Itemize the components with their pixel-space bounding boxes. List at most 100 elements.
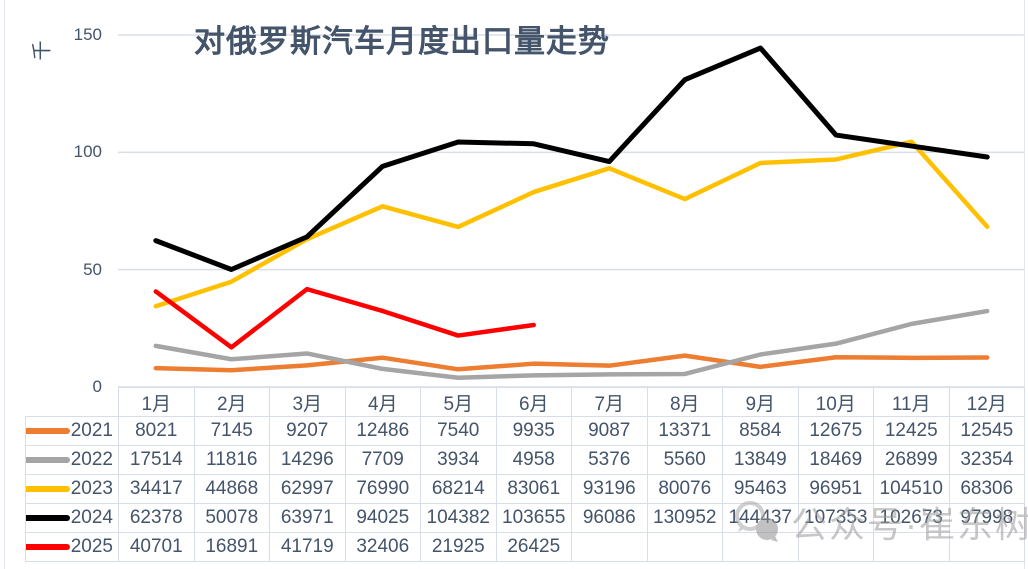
value-cell-2025-7月	[571, 532, 648, 562]
value-cell-2024-7月: 96086	[571, 503, 648, 533]
value-cell-2025-3月: 41719	[269, 532, 346, 562]
value-cell-2021-4月: 12486	[344, 416, 421, 446]
value-cell-2022-2月: 11816	[193, 445, 270, 475]
legend-swatch-2025	[26, 544, 70, 550]
value-cell-2023-4月: 76990	[344, 474, 421, 504]
table-row-2025: 2025 40701 16891 41719 32406 21925 26425	[25, 532, 1025, 562]
legend-label-2025: 2025	[70, 536, 113, 557]
y-axis-tick-150: 150	[73, 25, 102, 44]
value-cell-2021-7月: 9087	[571, 416, 648, 446]
month-header: 6月	[495, 387, 572, 417]
value-cell-2025-1月: 40701	[118, 532, 195, 562]
month-header: 12月	[948, 387, 1025, 417]
value-cell-2023-8月: 80076	[646, 474, 723, 504]
value-cell-2023-1月: 34417	[118, 474, 195, 504]
value-cell-2023-6月: 83061	[495, 474, 572, 504]
series-line-2022	[153, 308, 990, 381]
y-axis-tick-50: 50	[83, 259, 102, 279]
value-cell-2023-9月: 95463	[722, 474, 799, 504]
table-row-2021: 2021 8021 7145 9207 12486 7540 9935 9087 13371 85…	[25, 416, 1025, 446]
series-line-2024	[153, 45, 990, 272]
series-line-2023	[153, 139, 990, 309]
value-cell-2025-2月: 16891	[193, 532, 270, 562]
value-cell-2025-8月	[646, 532, 723, 562]
legend-label-2023: 2023	[70, 478, 113, 499]
legend-label-2024: 2024	[70, 507, 113, 528]
table-row-2023: 2023 34417 44868 62997 76990 68214 83061 93196 8…	[25, 474, 1025, 504]
month-header: 1月	[118, 387, 195, 417]
legend-cell-2024: 2024	[25, 503, 119, 533]
value-cell-2025-12月	[948, 532, 1025, 562]
canvas-left-border	[4, 0, 5, 569]
value-cell-2025-6月: 26425	[495, 532, 572, 562]
value-cell-2022-9月: 13849	[722, 445, 799, 475]
legend-label-2022: 2022	[70, 449, 113, 470]
value-cell-2025-9月	[722, 532, 799, 562]
value-cell-2021-3月: 9207	[269, 416, 346, 446]
value-cell-2022-7月: 5376	[571, 445, 648, 475]
value-cell-2022-4月: 7709	[344, 445, 421, 475]
value-cell-2021-1月: 8021	[118, 416, 195, 446]
value-cell-2022-1月: 17514	[118, 445, 195, 475]
value-cell-2022-12月: 32354	[948, 445, 1025, 475]
value-cell-2023-5月: 68214	[420, 474, 497, 504]
value-cell-2021-6月: 9935	[495, 416, 572, 446]
legend-cell-2021: 2021	[25, 416, 119, 446]
value-cell-2021-12月: 12545	[948, 416, 1025, 446]
value-cell-2025-11月	[873, 532, 950, 562]
value-cell-2025-10月	[797, 532, 874, 562]
chart-title: 对俄罗斯汽车月度出口量走势	[194, 24, 610, 59]
value-cell-2024-4月: 94025	[344, 503, 421, 533]
value-cell-2021-10月: 12675	[797, 416, 874, 446]
value-cell-2024-12月: 97998	[948, 503, 1025, 533]
data-table: 1月 2月 3月 4月 5月 6月 7月 8月 9月 10月 11月 12月 2021 8021 7145 9…	[25, 387, 1025, 562]
value-cell-2024-5月: 104382	[420, 503, 497, 533]
value-cell-2023-2月: 44868	[193, 474, 270, 504]
value-cell-2021-9月: 8584	[722, 416, 799, 446]
value-cell-2022-5月: 3934	[420, 445, 497, 475]
value-cell-2021-5月: 7540	[420, 416, 497, 446]
canvas-right-border	[1024, 0, 1025, 569]
series-line-2021	[153, 353, 990, 373]
month-header: 3月	[269, 387, 346, 417]
value-cell-2021-11月: 12425	[873, 416, 950, 446]
value-cell-2021-2月: 7145	[193, 416, 270, 446]
legend-swatch-2024	[26, 515, 70, 521]
value-cell-2023-7月: 93196	[571, 474, 648, 504]
legend-cell-2025: 2025	[25, 532, 119, 562]
line-chart-plot	[118, 34, 1025, 388]
legend-swatch-2023	[26, 486, 70, 492]
value-cell-2024-2月: 50078	[193, 503, 270, 533]
value-cell-2023-10月: 96951	[797, 474, 874, 504]
legend-swatch-2021	[26, 428, 70, 434]
month-header: 5月	[420, 387, 497, 417]
y-axis-tick-0: 0	[92, 377, 102, 396]
value-cell-2022-6月: 4958	[495, 445, 572, 475]
month-header: 10月	[797, 387, 874, 417]
value-cell-2021-8月: 13371	[646, 416, 723, 446]
value-cell-2022-10月: 18469	[797, 445, 874, 475]
value-cell-2022-3月: 14296	[269, 445, 346, 475]
month-header: 8月	[646, 387, 723, 417]
series-line-2025	[153, 286, 536, 350]
value-cell-2022-11月: 26899	[873, 445, 950, 475]
legend-label-2021: 2021	[70, 420, 113, 441]
y-axis-tick-100: 100	[73, 142, 102, 162]
month-header: 4月	[344, 387, 421, 417]
value-cell-2023-12月: 68306	[948, 474, 1025, 504]
table-header-row: 1月 2月 3月 4月 5月 6月 7月 8月 9月 10月 11月 12月	[26, 387, 1025, 417]
value-cell-2024-10月: 107353	[797, 503, 874, 533]
table-row-2024: 2024 62378 50078 63971 94025 104382 103655 9608…	[25, 503, 1025, 533]
value-cell-2024-8月: 130952	[646, 503, 723, 533]
value-cell-2025-5月: 21925	[420, 532, 497, 562]
value-cell-2024-11月: 102673	[873, 503, 950, 533]
value-cell-2023-3月: 62997	[269, 474, 346, 504]
legend-swatch-2022	[26, 457, 70, 463]
value-cell-2024-9月: 144437	[722, 503, 799, 533]
table-row-2022: 2022 17514 11816 14296 7709 3934 4958 5376 5560 1…	[25, 445, 1025, 475]
value-cell-2024-1月: 62378	[118, 503, 195, 533]
value-cell-2023-11月: 104510	[873, 474, 950, 504]
legend-cell-2023: 2023	[25, 474, 119, 504]
y-axis-unit-label: 千	[31, 40, 54, 61]
